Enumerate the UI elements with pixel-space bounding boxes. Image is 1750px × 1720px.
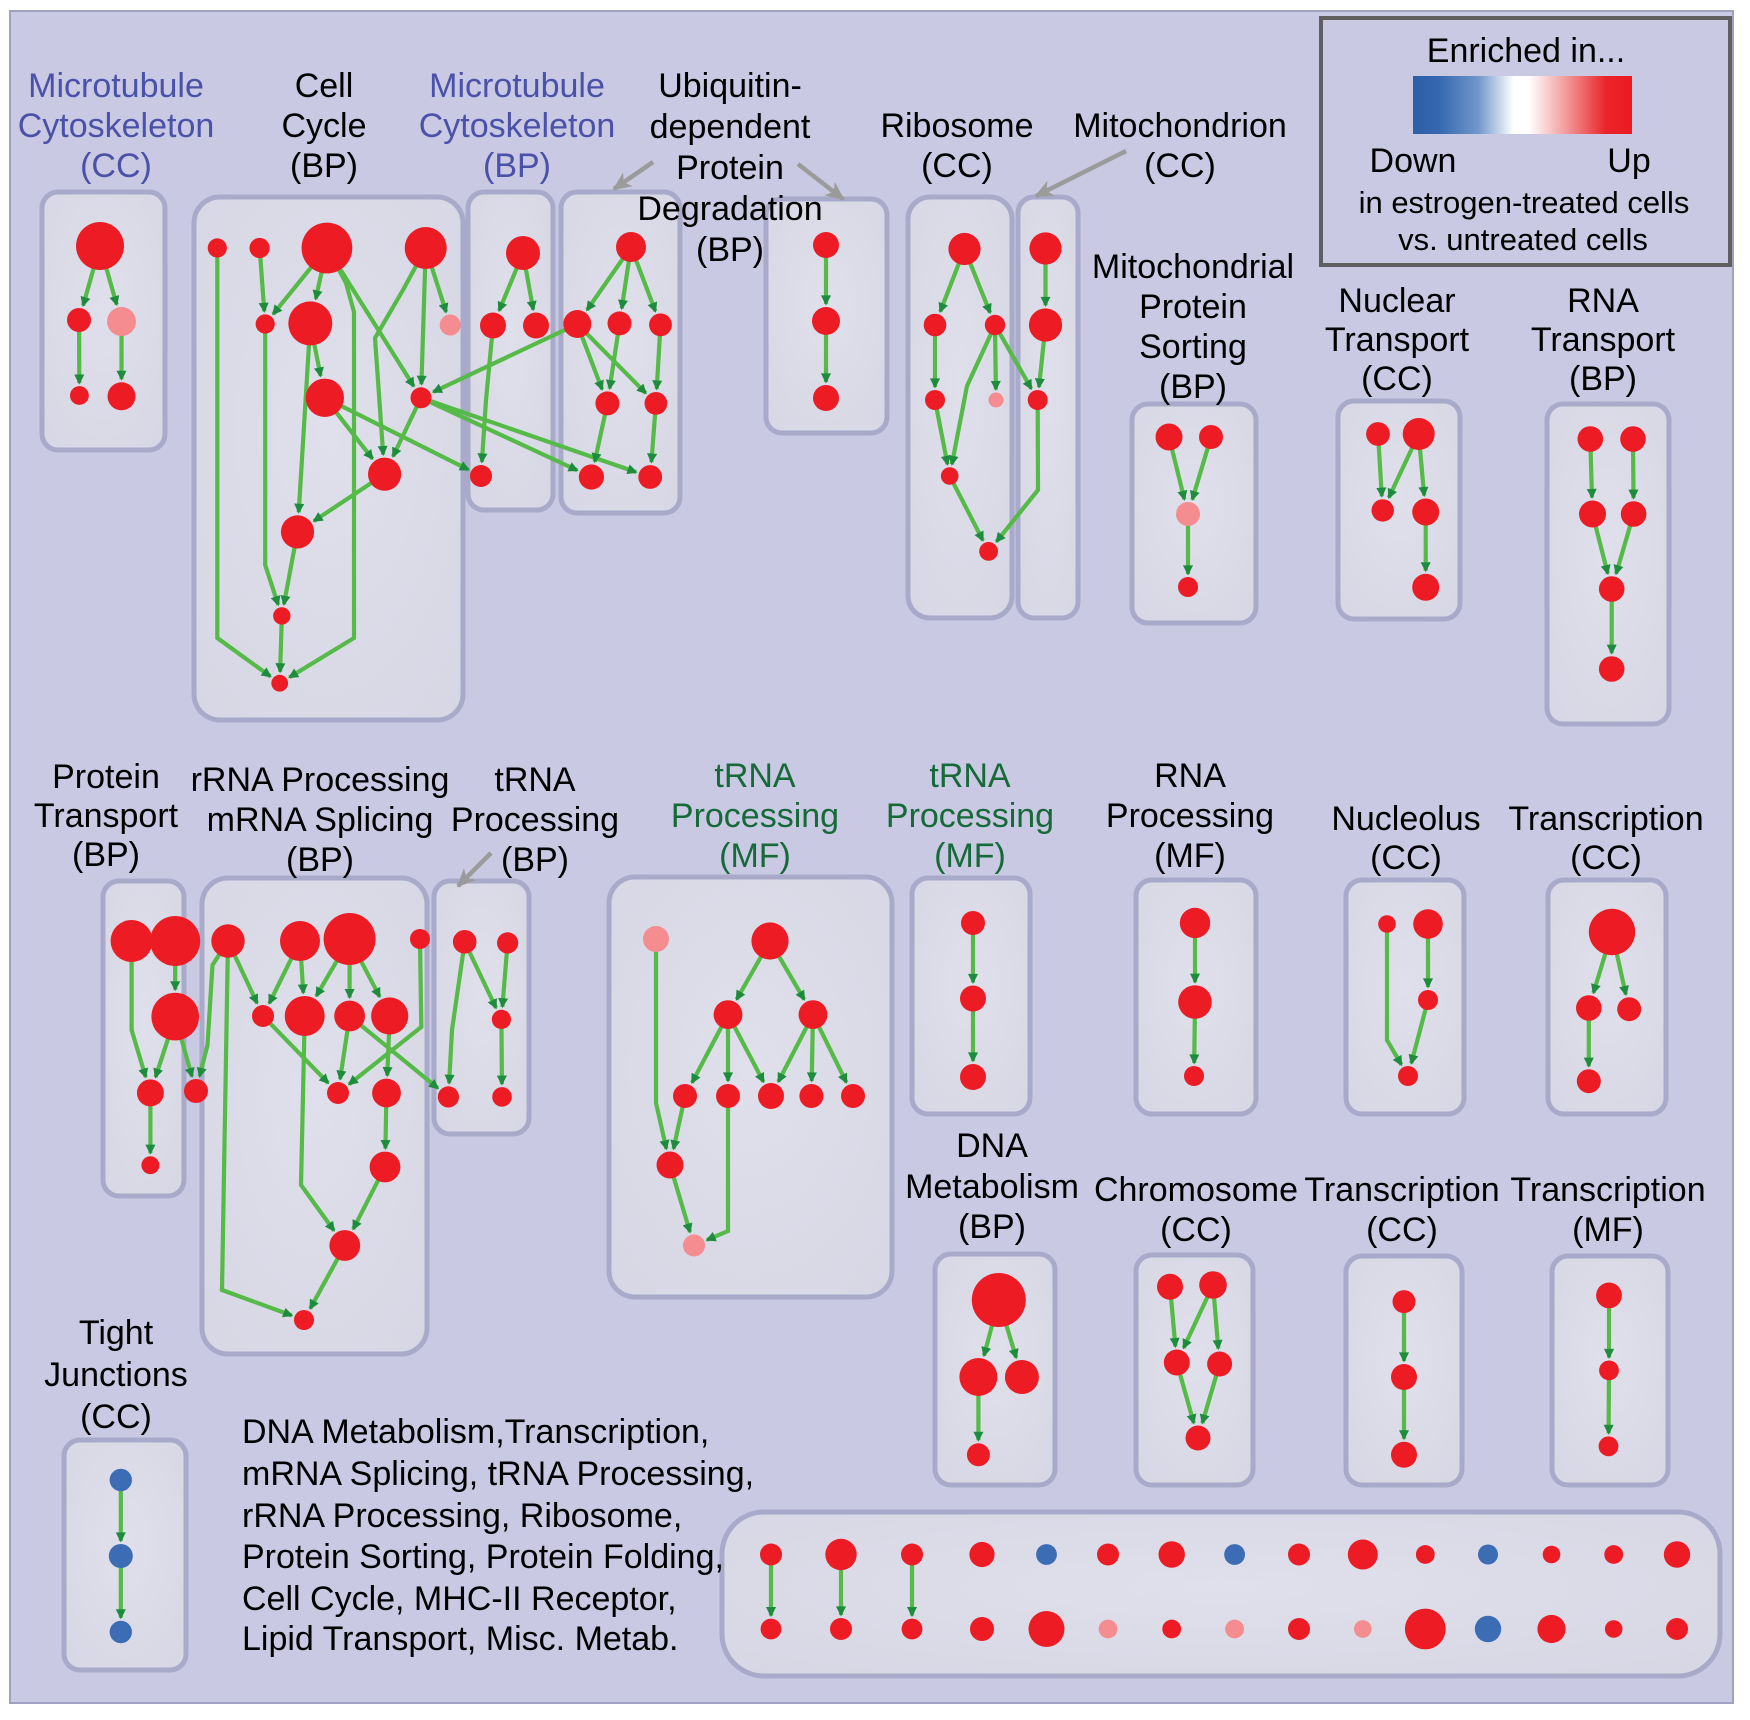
- svg-text:in estrogen-treated cells: in estrogen-treated cells: [1359, 185, 1690, 220]
- svg-text:(CC): (CC): [1361, 360, 1433, 398]
- svg-text:tRNA: tRNA: [929, 757, 1011, 795]
- svg-text:Ubiquitin-: Ubiquitin-: [658, 67, 802, 105]
- svg-text:Enriched in...: Enriched in...: [1427, 32, 1625, 70]
- svg-text:Protein: Protein: [676, 149, 784, 187]
- svg-text:Up: Up: [1607, 142, 1650, 180]
- svg-text:Processing: Processing: [671, 797, 839, 835]
- svg-text:(BP): (BP): [1159, 368, 1227, 406]
- svg-text:Metabolism: Metabolism: [905, 1168, 1079, 1206]
- svg-text:Protein: Protein: [52, 758, 160, 796]
- svg-text:Transcription: Transcription: [1508, 800, 1703, 838]
- svg-text:(CC): (CC): [1366, 1211, 1438, 1249]
- svg-text:Cell Cycle, MHC-II Receptor,: Cell Cycle, MHC-II Receptor,: [242, 1580, 677, 1618]
- svg-text:Mitochondrial: Mitochondrial: [1092, 248, 1294, 286]
- svg-text:(BP): (BP): [72, 836, 140, 874]
- svg-text:rRNA Processing, Ribosome,: rRNA Processing, Ribosome,: [242, 1497, 682, 1535]
- svg-text:(CC): (CC): [921, 147, 993, 185]
- svg-text:(BP): (BP): [483, 147, 551, 185]
- svg-text:Ribosome: Ribosome: [880, 107, 1033, 145]
- svg-text:Transport: Transport: [1325, 321, 1470, 359]
- svg-text:Cell: Cell: [295, 67, 354, 105]
- svg-text:(BP): (BP): [1569, 360, 1637, 398]
- svg-text:Sorting: Sorting: [1139, 328, 1247, 366]
- svg-text:Cytoskeleton: Cytoskeleton: [419, 107, 616, 145]
- svg-text:DNA Metabolism,Transcription,: DNA Metabolism,Transcription,: [242, 1413, 709, 1451]
- svg-text:(CC): (CC): [80, 1398, 152, 1436]
- svg-text:dependent: dependent: [650, 108, 811, 146]
- svg-text:Processing: Processing: [451, 801, 619, 839]
- svg-text:(BP): (BP): [958, 1208, 1026, 1246]
- svg-text:Transport: Transport: [34, 797, 179, 835]
- svg-text:(MF): (MF): [719, 837, 791, 875]
- svg-text:RNA: RNA: [1154, 757, 1226, 795]
- svg-text:(CC): (CC): [1144, 147, 1216, 185]
- svg-text:Degradation: Degradation: [637, 190, 822, 228]
- svg-text:(MF): (MF): [1154, 837, 1226, 875]
- svg-text:Processing: Processing: [886, 797, 1054, 835]
- svg-text:Down: Down: [1370, 142, 1457, 180]
- svg-text:Transcription: Transcription: [1304, 1171, 1499, 1209]
- svg-text:Junctions: Junctions: [44, 1356, 188, 1394]
- svg-text:(CC): (CC): [1570, 839, 1642, 877]
- svg-text:Cytoskeleton: Cytoskeleton: [18, 107, 215, 145]
- svg-text:tRNA: tRNA: [714, 757, 796, 795]
- svg-text:(MF): (MF): [934, 837, 1006, 875]
- svg-text:(BP): (BP): [501, 841, 569, 879]
- svg-text:(CC): (CC): [80, 147, 152, 185]
- svg-text:Transcription: Transcription: [1510, 1171, 1705, 1209]
- svg-text:rRNA Processing: rRNA Processing: [191, 761, 450, 799]
- svg-text:Nuclear: Nuclear: [1338, 282, 1455, 320]
- svg-text:Tight: Tight: [79, 1314, 154, 1352]
- svg-text:Protein: Protein: [1139, 288, 1247, 326]
- svg-text:DNA: DNA: [956, 1127, 1028, 1165]
- svg-text:(BP): (BP): [286, 841, 354, 879]
- svg-text:Microtubule: Microtubule: [429, 67, 605, 105]
- svg-text:(BP): (BP): [696, 231, 764, 269]
- svg-text:Mitochondrion: Mitochondrion: [1073, 107, 1287, 145]
- svg-text:Transport: Transport: [1531, 321, 1676, 359]
- svg-text:Processing: Processing: [1106, 797, 1274, 835]
- svg-text:Microtubule: Microtubule: [28, 67, 204, 105]
- svg-text:(BP): (BP): [290, 147, 358, 185]
- svg-text:mRNA Splicing: mRNA Splicing: [207, 801, 434, 839]
- svg-text:Lipid Transport, Misc. Metab.: Lipid Transport, Misc. Metab.: [242, 1620, 679, 1658]
- svg-text:(MF): (MF): [1572, 1211, 1644, 1249]
- svg-text:Nucleolus: Nucleolus: [1331, 800, 1480, 838]
- svg-text:tRNA: tRNA: [494, 761, 576, 799]
- svg-text:(CC): (CC): [1160, 1211, 1232, 1249]
- svg-text:vs. untreated cells: vs. untreated cells: [1398, 222, 1648, 257]
- svg-text:Protein Sorting, Protein Foldi: Protein Sorting, Protein Folding,: [242, 1538, 724, 1576]
- svg-text:(CC): (CC): [1370, 839, 1442, 877]
- svg-text:Chromosome: Chromosome: [1094, 1171, 1298, 1209]
- svg-text:mRNA Splicing, tRNA Processing: mRNA Splicing, tRNA Processing,: [242, 1455, 754, 1493]
- svg-text:Cycle: Cycle: [281, 107, 366, 145]
- svg-text:RNA: RNA: [1567, 282, 1639, 320]
